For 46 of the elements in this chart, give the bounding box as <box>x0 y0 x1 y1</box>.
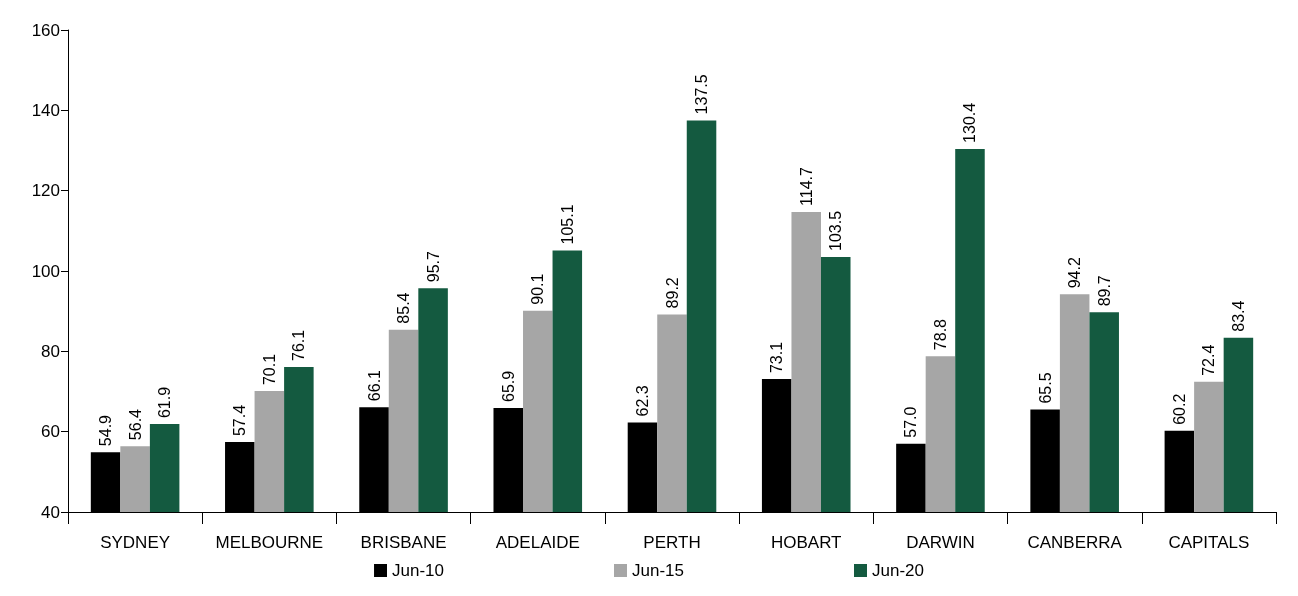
data-label: 60.2 <box>1170 393 1188 425</box>
data-label: 137.5 <box>693 74 711 115</box>
y-tick-label: 100 <box>31 261 60 281</box>
data-label: 94.2 <box>1066 257 1084 289</box>
data-label: 66.1 <box>365 369 383 402</box>
data-label: 57.0 <box>902 406 920 438</box>
data-label: 85.4 <box>395 292 413 324</box>
x-tick-label: PERTH <box>643 533 701 552</box>
data-label: 89.2 <box>663 277 681 309</box>
data-label: 73.1 <box>768 341 786 374</box>
legend-label: Jun-15 <box>632 561 684 580</box>
data-label: 130.4 <box>961 102 979 143</box>
x-tick-label: SYDNEY <box>100 533 171 552</box>
legend-label: Jun-10 <box>392 561 445 580</box>
x-tick-label: MELBOURNE <box>215 533 324 552</box>
data-label: 76.1 <box>290 329 308 361</box>
data-label: 56.4 <box>126 408 144 441</box>
data-label: 105.1 <box>558 204 576 245</box>
y-tick-label: 40 <box>41 502 60 522</box>
x-tick-label: CANBERRA <box>1027 533 1123 552</box>
data-label: 57.4 <box>231 404 249 437</box>
data-label: 72.4 <box>1200 344 1218 376</box>
data-label: 70.1 <box>260 353 278 386</box>
y-tick-label: 160 <box>31 20 60 40</box>
data-label: 65.5 <box>1036 372 1054 404</box>
y-tick-label: 140 <box>31 100 60 120</box>
y-tick-label: 60 <box>41 422 60 442</box>
x-tick-label: DARWIN <box>906 533 975 552</box>
x-tick-label: BRISBANE <box>360 533 447 552</box>
x-tick-label: CAPITALS <box>1168 533 1250 552</box>
y-tick-label: 80 <box>41 341 60 361</box>
data-label: 89.7 <box>1095 275 1113 307</box>
data-label: 78.8 <box>931 318 949 351</box>
x-tick-label: HOBART <box>770 533 842 552</box>
data-label: 83.4 <box>1229 300 1247 332</box>
data-label: 61.9 <box>156 386 174 419</box>
y-tick-label: 120 <box>31 181 60 201</box>
data-label: 65.9 <box>499 370 517 402</box>
x-tick-label: ADELAIDE <box>495 533 580 552</box>
data-label: 103.5 <box>827 210 845 251</box>
data-label: 114.7 <box>797 167 815 206</box>
legend-label: Jun-20 <box>871 561 924 580</box>
data-label: 62.3 <box>633 385 651 417</box>
data-label: 54.9 <box>97 414 115 447</box>
data-label: 90.1 <box>529 273 547 305</box>
data-label: 95.7 <box>424 251 442 283</box>
